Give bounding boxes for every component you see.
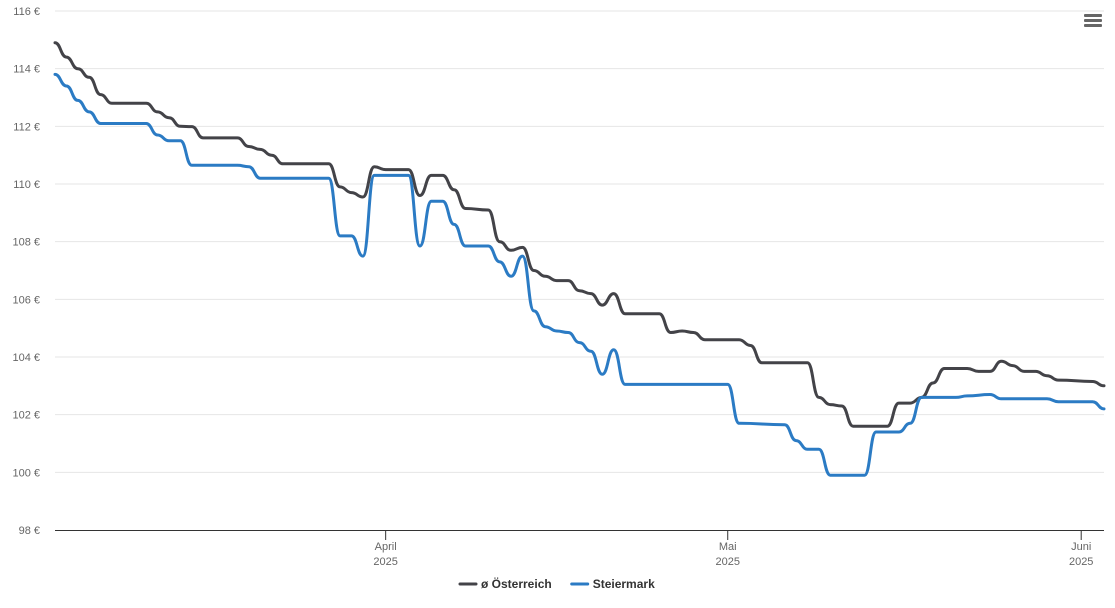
chart-menu-button[interactable]	[1082, 12, 1104, 32]
legend[interactable]: ø Österreich Steiermark	[458, 576, 655, 591]
y-tick-label: 106 €	[12, 294, 40, 306]
legend-item-0[interactable]: ø Österreich	[458, 576, 552, 591]
y-tick-label: 98 €	[19, 525, 40, 537]
legend-label: Steiermark	[593, 577, 655, 591]
y-tick-label: 104 €	[12, 352, 40, 364]
series-lines	[53, 41, 1106, 477]
y-axis: 98 € 100 € 102 € 104 € 106 € 108 € 110 € 112 € 1…	[12, 6, 40, 537]
x-tick-year: 2025	[1069, 556, 1093, 568]
y-tick-label: 102 €	[12, 410, 40, 422]
y-tick-label: 112 €	[13, 121, 40, 133]
x-tick-year: 2025	[373, 556, 397, 568]
x-axis: April 2025 Mai 2025 Juni 2025	[55, 530, 1104, 568]
x-tick-month: Juni	[1071, 541, 1091, 553]
grid-lines	[55, 10, 1104, 473]
y-tick-label: 110 €	[13, 179, 40, 191]
y-tick-label: 114 €	[13, 64, 40, 76]
y-tick-label: 108 €	[12, 237, 40, 249]
y-tick-label: 100 €	[12, 467, 40, 479]
series-line-0[interactable]	[53, 41, 1106, 428]
x-tick-month: Mai	[719, 541, 737, 553]
series-line-1[interactable]	[53, 72, 1106, 477]
hamburger-icon	[1084, 14, 1102, 17]
legend-label: ø Österreich	[481, 576, 552, 591]
x-tick-year: 2025	[715, 556, 739, 568]
legend-item-1[interactable]: Steiermark	[570, 577, 655, 591]
y-tick-label: 116 €	[13, 6, 40, 18]
x-tick-month: April	[375, 541, 397, 553]
